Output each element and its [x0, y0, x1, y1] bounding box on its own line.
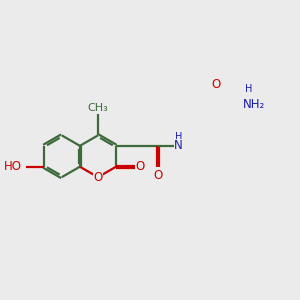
- Text: N: N: [174, 139, 183, 152]
- Text: HO: HO: [4, 160, 22, 173]
- Text: O: O: [93, 171, 103, 184]
- Text: O: O: [153, 169, 163, 182]
- Text: CH₃: CH₃: [88, 103, 108, 113]
- Text: O: O: [212, 78, 221, 91]
- Text: O: O: [136, 160, 145, 173]
- Text: NH₂: NH₂: [243, 98, 265, 111]
- Text: H: H: [175, 132, 182, 142]
- Text: H: H: [245, 84, 253, 94]
